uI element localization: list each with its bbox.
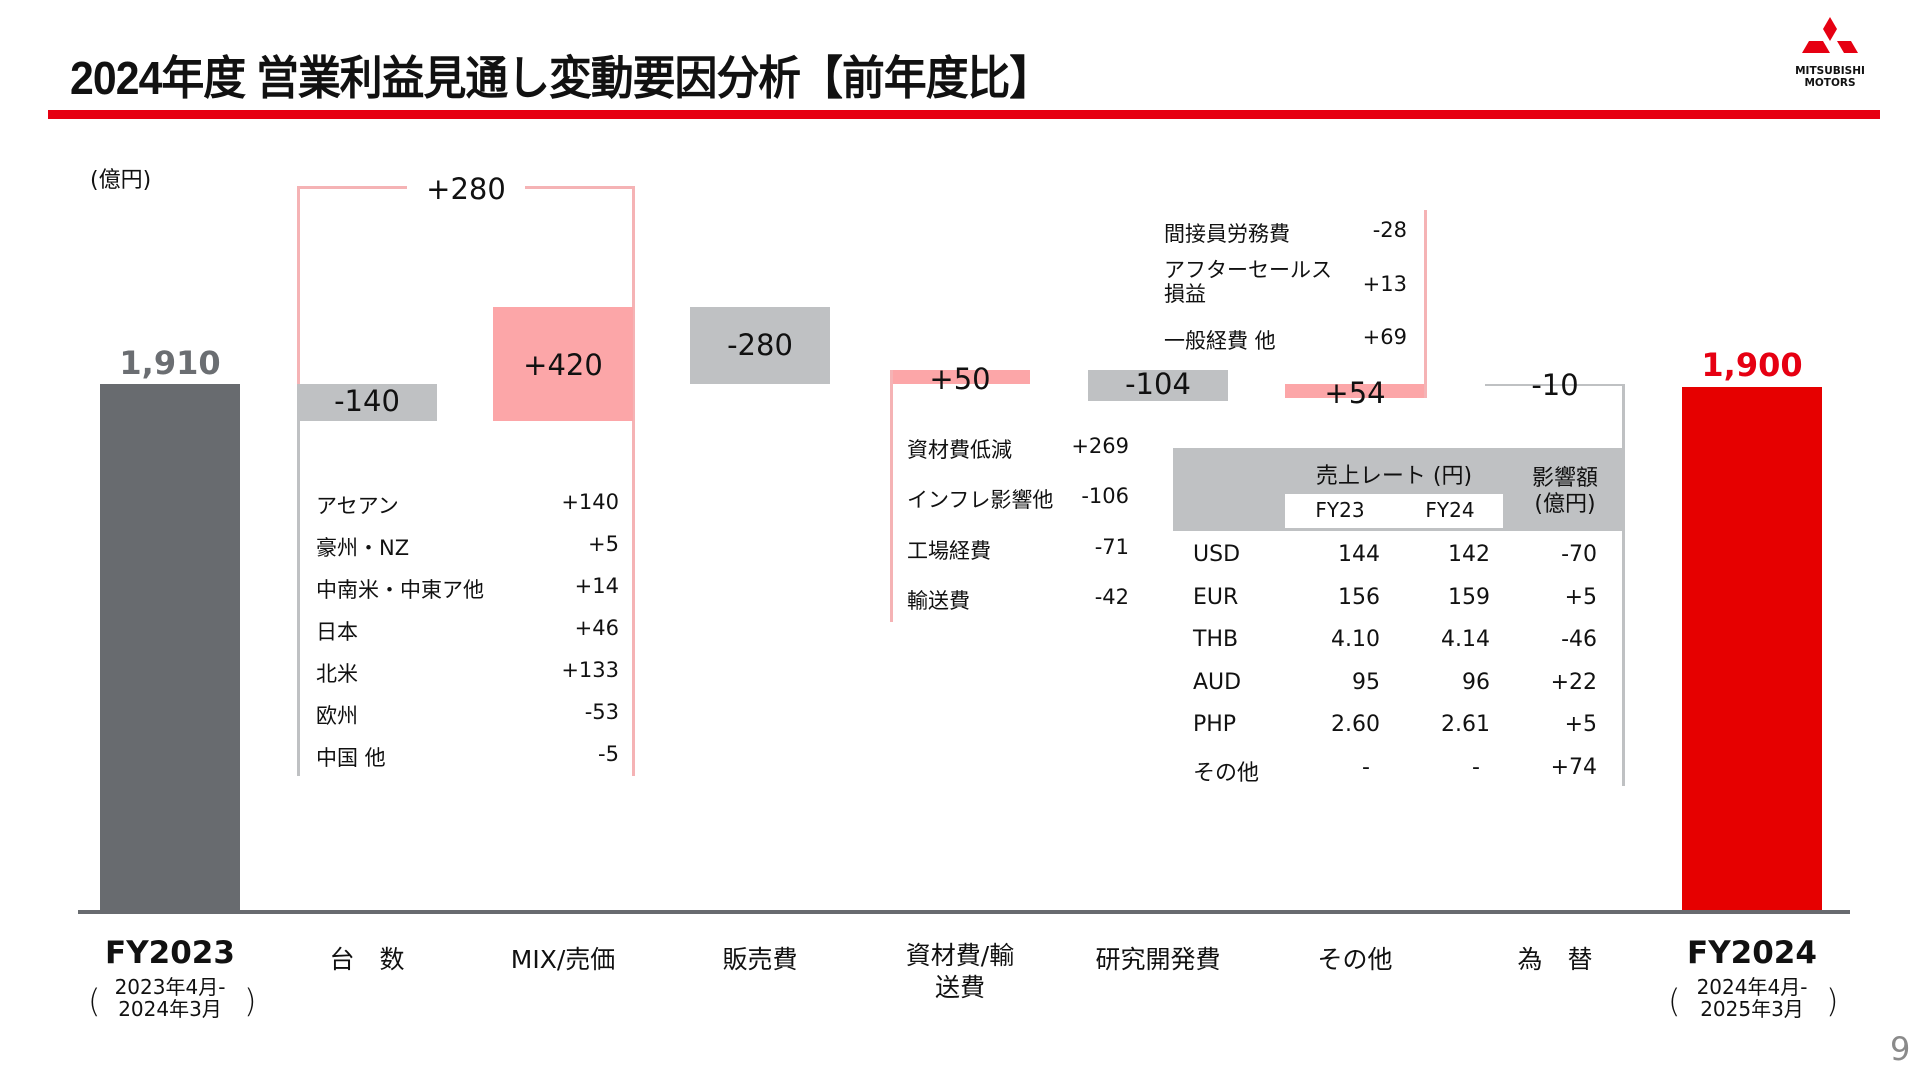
fy2024-value: 1,900: [1701, 346, 1803, 384]
volume-region-breakdown: アセアン +140 豪州・NZ +5 中南米・中東ア他 +14 日本 +46 北米 +13…: [316, 490, 619, 770]
list-item: アフターセールス 損益 +13: [1164, 258, 1407, 306]
x-label-materials: 資材費/輸送費: [905, 941, 1015, 1002]
bracket-top-right-line: [525, 186, 635, 189]
materials-breakdown-line: [890, 370, 893, 622]
x-label-selling-expense: 販売費: [722, 945, 798, 974]
other-bar: [1285, 384, 1425, 398]
mix-price-bar: [493, 307, 633, 421]
logo-text: MITSUBISHI MOTORS: [1795, 65, 1865, 89]
volume-breakdown-line: [297, 421, 300, 776]
fx-table-subheader: [1285, 494, 1503, 528]
x-label-rnd: 研究開発費: [1095, 945, 1221, 974]
fx-breakdown-line: [1622, 384, 1625, 786]
open-paren: (: [1668, 982, 1681, 1020]
materials-breakdown: 資材費低減 +269 インフレ影響他 -106 工場経費 -71 輸送費 -42: [907, 434, 1129, 613]
close-paren: ): [244, 982, 257, 1020]
other-breakdown-line: [1424, 210, 1427, 398]
fy2023-value: 1,910: [119, 344, 221, 382]
fy2023-bar: [100, 384, 240, 912]
x-label-other: その他: [1317, 945, 1393, 974]
mix-price-value: +420: [523, 348, 603, 382]
materials-value: +50: [929, 362, 991, 396]
x-label-volume: 台 数: [329, 945, 405, 974]
fy2023-period: 2023年4月- 2024年3月: [114, 975, 226, 1021]
other-value: +54: [1324, 376, 1386, 410]
title-underline: [48, 110, 1880, 119]
fy2024-period: 2024年4月- 2025年3月: [1696, 975, 1808, 1021]
fx-value: -10: [1531, 368, 1579, 402]
close-paren: ): [1826, 982, 1839, 1020]
volume-value: -140: [334, 384, 400, 418]
materials-bar: [890, 370, 1030, 384]
x-axis-baseline: [78, 910, 1850, 914]
bracket-right-line: [632, 186, 635, 776]
other-breakdown: 間接員労務費 -28 アフターセールス 損益 +13 一般経費 他 +69: [1164, 218, 1407, 353]
selling-expense-value: -280: [727, 328, 793, 362]
bracket-left-line: [297, 186, 300, 386]
three-diamonds-icon: [1802, 17, 1858, 53]
fx-header-fy24: FY24: [1425, 498, 1475, 522]
bracket-top-left-line: [297, 186, 407, 189]
selling-expense-bar: [690, 307, 830, 384]
fx-bar-top-line: [1485, 384, 1625, 386]
x-label-fx: 為 替: [1517, 945, 1593, 974]
fx-header-group: 売上レート (円): [1315, 464, 1473, 489]
x-label-mix-price: MIX/売価: [510, 945, 616, 974]
fx-header-impact: 影響額 (億円): [1531, 466, 1598, 517]
rnd-bar: [1088, 370, 1228, 401]
fy2024-bar: [1682, 387, 1822, 912]
page-number: 9: [1890, 1030, 1911, 1068]
rnd-value: -104: [1125, 367, 1191, 401]
fx-header-fy23: FY23: [1315, 498, 1365, 522]
open-paren: (: [88, 982, 101, 1020]
x-label-fy2024: FY2024: [1687, 935, 1817, 971]
mitsubishi-logo: MITSUBISHI MOTORS: [1775, 15, 1885, 95]
volume-bar: [297, 384, 437, 421]
bracket-label: +280: [426, 172, 506, 206]
unit-label: (億円): [90, 168, 152, 193]
page-title: 2024年度 営業利益見通し変動要因分析【前年度比】: [70, 52, 1052, 104]
x-label-fy2023: FY2023: [105, 935, 235, 971]
